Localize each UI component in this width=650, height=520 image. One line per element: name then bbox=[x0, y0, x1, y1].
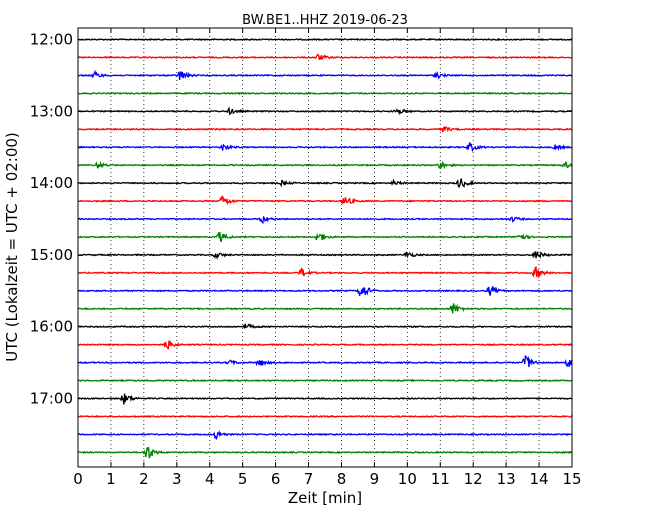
x-tick-label: 9 bbox=[370, 470, 380, 488]
x-tick-label: 14 bbox=[530, 470, 549, 488]
x-tick-label: 7 bbox=[304, 470, 314, 488]
y-tick-label: 16:00 bbox=[30, 318, 73, 336]
x-tick-label: 8 bbox=[337, 470, 347, 488]
x-tick-label: 0 bbox=[73, 470, 83, 488]
trace-line bbox=[77, 251, 573, 260]
trace-line bbox=[77, 231, 573, 243]
trace-line bbox=[77, 340, 573, 350]
x-tick-label: 3 bbox=[172, 470, 182, 488]
x-axis-label: Zeit [min] bbox=[288, 489, 362, 507]
trace-line bbox=[77, 53, 573, 60]
plot-frame bbox=[77, 27, 573, 468]
trace-line bbox=[77, 303, 573, 314]
trace-line bbox=[77, 414, 573, 419]
trace-line bbox=[77, 266, 573, 279]
x-tick-label: 15 bbox=[562, 470, 581, 488]
trace-line bbox=[77, 354, 573, 368]
trace-line bbox=[77, 125, 573, 133]
x-tick-label: 11 bbox=[431, 470, 450, 488]
trace-line bbox=[77, 285, 573, 296]
x-tick-label: 1 bbox=[106, 470, 116, 488]
y-axis-label: UTC (Lokalzeit = UTC + 02:00) bbox=[3, 132, 21, 362]
x-tick-label: 13 bbox=[497, 470, 516, 488]
chart-title: BW.BE1..HHZ 2019-06-23 bbox=[242, 13, 408, 28]
traces-group bbox=[77, 37, 573, 459]
trace-line bbox=[77, 378, 573, 383]
y-axis-ticks: 12:00 13:00 14:00 15:00 16:00 17:00 bbox=[30, 31, 572, 408]
y-tick-label: 13:00 bbox=[30, 102, 73, 120]
trace-line bbox=[77, 393, 573, 405]
trace-line bbox=[77, 142, 573, 153]
trace-line bbox=[77, 323, 573, 329]
x-tick-label: 12 bbox=[464, 470, 483, 488]
x-axis-ticks: 0 1 2 3 4 5 6 7 8 9 10 11 12 13 14 15 bbox=[73, 28, 582, 488]
trace-line bbox=[77, 215, 573, 225]
x-tick-label: 6 bbox=[271, 470, 281, 488]
trace-line bbox=[77, 178, 573, 188]
trace-line bbox=[77, 446, 573, 459]
trace-line bbox=[77, 430, 573, 441]
x-tick-label: 10 bbox=[398, 470, 417, 488]
trace-line bbox=[77, 195, 573, 205]
trace-line bbox=[77, 91, 573, 96]
y-tick-label: 14:00 bbox=[30, 174, 73, 192]
x-tick-label: 4 bbox=[205, 470, 215, 488]
x-tick-label: 2 bbox=[139, 470, 149, 488]
y-tick-label: 15:00 bbox=[30, 246, 73, 264]
trace-line bbox=[77, 106, 573, 116]
trace-line bbox=[77, 160, 573, 170]
y-tick-label: 17:00 bbox=[30, 390, 73, 408]
x-tick-label: 5 bbox=[238, 470, 248, 488]
trace-line bbox=[77, 37, 573, 42]
trace-line bbox=[77, 69, 573, 80]
y-tick-label: 12:00 bbox=[30, 31, 73, 49]
